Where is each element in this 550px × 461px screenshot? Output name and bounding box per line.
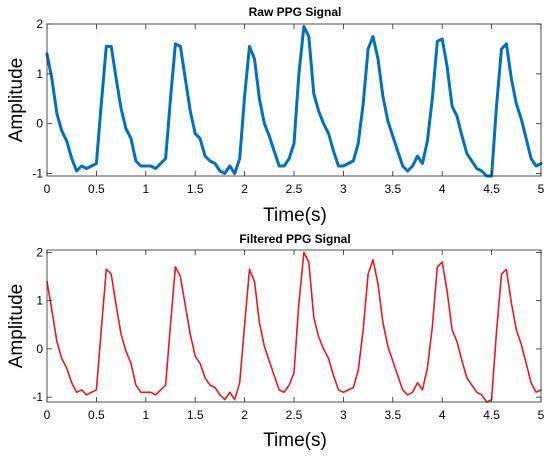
y-tick-label: 2 <box>36 245 43 259</box>
x-tick-label: 0.5 <box>88 408 105 422</box>
y-tick-label: 0 <box>36 342 43 356</box>
raw-ppg-chart: Raw PPG Signal 0 0.5 1 1.5 2 2.5 3 3.5 4 4.5 5 -10… <box>6 5 545 226</box>
x-tick-label: 4.5 <box>483 182 500 196</box>
x-tick-label: 3 <box>340 182 347 196</box>
y-axis-label: Amplitude <box>6 284 27 369</box>
x-tick-label: 3.5 <box>384 408 401 422</box>
x-tick-label: 1 <box>142 408 149 422</box>
x-tick-label: 2 <box>241 182 248 196</box>
x-tick-label: 0 <box>44 408 51 422</box>
y-tick-label: -1 <box>32 167 43 181</box>
chart-title: Filtered PPG Signal <box>239 232 350 246</box>
x-tick-label: 1.5 <box>187 408 204 422</box>
filtered-ppg-chart: Filtered PPG Signal 0 0.5 1 1.5 2 2.5 3 3.5 4 4.5… <box>6 232 545 451</box>
x-tick-label: 3.5 <box>384 182 401 196</box>
y-tick-label: 1 <box>36 294 43 308</box>
chart-title: Raw PPG Signal <box>249 5 342 19</box>
x-tick-label: 2 <box>241 408 248 422</box>
x-axis-label: Time(s) <box>263 205 327 226</box>
x-tick-label: 2.5 <box>286 182 303 196</box>
x-tick-label: 2.5 <box>286 408 303 422</box>
x-tick-label: 3 <box>340 408 347 422</box>
x-tick-label: 5 <box>538 182 545 196</box>
x-tick-label: 4 <box>439 408 446 422</box>
series-line <box>46 251 542 403</box>
y-tick-label: 2 <box>36 17 43 31</box>
series-line <box>45 25 543 178</box>
y-axis-label: Amplitude <box>6 58 27 143</box>
x-tick-label: 1.5 <box>187 182 204 196</box>
y-tick-label: 0 <box>36 117 43 131</box>
x-tick-label: 5 <box>538 408 545 422</box>
x-tick-label: 4 <box>439 182 446 196</box>
y-tick-label: 1 <box>36 67 43 81</box>
x-axis-label: Time(s) <box>263 430 327 451</box>
x-tick-label: 1 <box>142 182 149 196</box>
x-tick-label: 0 <box>44 182 51 196</box>
y-tick-label: -1 <box>32 390 43 404</box>
x-tick-label: 4.5 <box>483 408 500 422</box>
x-tick-label: 0.5 <box>88 182 105 196</box>
